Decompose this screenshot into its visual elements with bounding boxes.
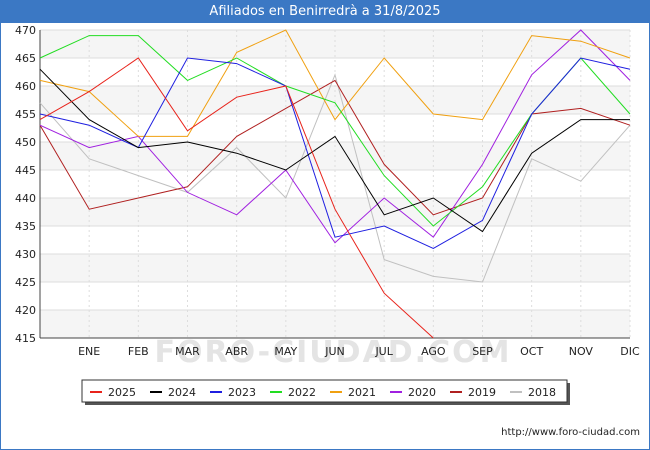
y-tick-label: 435 [15, 220, 36, 233]
y-tick-label: 455 [15, 108, 36, 121]
y-tick-label: 460 [15, 80, 36, 93]
x-axis-ticks: ENE FEB MAR ABR MAY JUN JUL AGO SEP OCT NOV DIC [78, 345, 640, 358]
legend-label-2024: 2024 [168, 386, 196, 399]
series-line-2024 [39, 68, 630, 233]
y-tick-label: 425 [15, 276, 36, 289]
y-tick-label: 420 [15, 304, 36, 317]
axes [39, 30, 630, 339]
legend-label-2020: 2020 [408, 386, 436, 399]
x-tick-label: ENE [78, 345, 100, 358]
watermark-text: FORO-CIUDAD.COM [155, 335, 512, 370]
x-tick-label: MAR [175, 345, 200, 358]
x-tick-label: MAY [274, 345, 297, 358]
legend-label-2022: 2022 [288, 386, 316, 399]
x-tick-label: OCT [520, 345, 543, 358]
x-tick-label: JUL [374, 345, 393, 358]
x-tick-label: AGO [421, 345, 446, 358]
x-tick-label: NOV [569, 345, 594, 358]
x-tick-label: JUN [324, 345, 345, 358]
y-tick-label: 430 [15, 248, 36, 261]
legend-label-2018: 2018 [528, 386, 556, 399]
series-line-2025 [39, 57, 434, 339]
legend-box [81, 379, 568, 403]
legend-label-2023: 2023 [228, 386, 256, 399]
y-tick-label: 415 [15, 332, 36, 345]
y-tick-label: 440 [15, 192, 36, 205]
grid-band [40, 30, 630, 58]
x-tick-label: ABR [225, 345, 248, 358]
series-lines [39, 29, 631, 339]
legend: 2025 2024 2023 2022 2021 2020 2019 2018 [81, 379, 570, 405]
y-tick-label: 470 [15, 24, 36, 37]
grid-band [40, 254, 630, 282]
legend-label-2019: 2019 [468, 386, 496, 399]
y-axis-ticks: 415 420 425 430 435 440 445 450 455 460 465 470 [15, 24, 36, 345]
y-tick-label: 465 [15, 52, 36, 65]
grid-band [40, 310, 630, 338]
legend-label-2021: 2021 [348, 386, 376, 399]
chart-title: Afiliados en Benirredrà a 31/8/2025 [1, 1, 649, 23]
x-tick-label: DIC [620, 345, 640, 358]
series-line-2021 [39, 29, 631, 137]
x-tick-label: SEP [472, 345, 493, 358]
y-tick-label: 450 [15, 136, 36, 149]
series-line-2018 [39, 73, 631, 283]
x-tick-label: FEB [128, 345, 149, 358]
legend-label-2025: 2025 [108, 386, 136, 399]
y-tick-label: 445 [15, 164, 36, 177]
source-url: http://www.foro-ciudad.com [501, 427, 640, 438]
